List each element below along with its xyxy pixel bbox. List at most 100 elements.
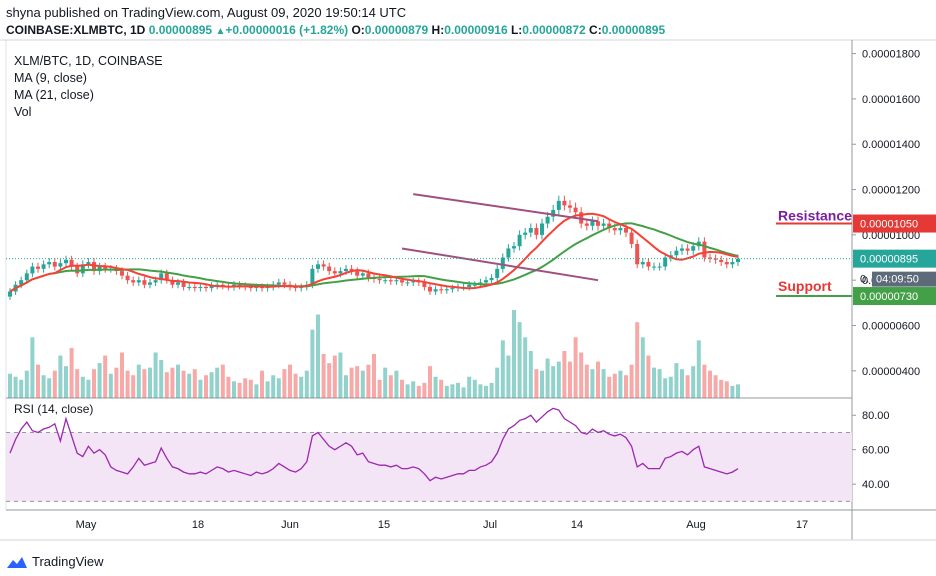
volume-bar (422, 382, 427, 398)
candle-body (176, 282, 180, 285)
volume-bar (388, 375, 393, 398)
volume-bar (573, 337, 578, 398)
volume-bar (584, 364, 589, 398)
last-price-tag-box (853, 249, 936, 268)
volume-bar (349, 367, 354, 398)
candle-body (338, 271, 343, 274)
high-value: 0.00000916 (444, 23, 508, 37)
volume-bar (657, 369, 662, 398)
price-tick-label: 0.00001800 (862, 49, 920, 61)
volume-bar (136, 364, 141, 398)
volume-bar (540, 370, 544, 398)
volume-bar (148, 367, 152, 398)
volume-bar (24, 370, 29, 398)
volume-bar (13, 376, 18, 398)
rsi-line (9, 407, 739, 482)
volume-bar (696, 340, 701, 398)
volume-bar (332, 355, 337, 398)
time-tick-label: May (76, 519, 97, 531)
volume-bar (640, 337, 645, 398)
candle-body (24, 273, 29, 281)
volume-bar (260, 370, 264, 398)
volume-bar (724, 381, 729, 398)
candle-body (321, 264, 326, 267)
volume-bar (439, 379, 444, 398)
candle-body (562, 200, 567, 206)
candle-body (204, 286, 208, 289)
candle-body (52, 262, 57, 267)
volume-bar (685, 375, 690, 398)
volume-bar (8, 373, 12, 398)
candle-body (444, 289, 449, 291)
time-tick-label: 17 (796, 519, 808, 531)
price-tick-label: 0.00000400 (862, 366, 920, 378)
volume-bar (713, 375, 718, 398)
up-triangle-icon: ▲ (215, 26, 226, 37)
volume-bar (472, 379, 477, 398)
volume-bar (534, 369, 539, 398)
volume-bar (153, 352, 158, 398)
candle-body (332, 271, 337, 274)
volume-bar (730, 385, 735, 398)
footer-brand[interactable]: TradingView (6, 554, 104, 569)
candle-body (80, 264, 85, 274)
volume-bar (461, 387, 466, 398)
volume-bar (489, 382, 494, 398)
volume-bar (215, 367, 220, 398)
candle-body (652, 266, 656, 268)
volume-bar (500, 340, 505, 398)
volume-bar (64, 366, 68, 398)
candle-body (472, 284, 477, 286)
candle-body (310, 268, 315, 285)
volume-bar (237, 382, 242, 398)
candle-body (260, 286, 264, 289)
volume-bar (288, 364, 292, 398)
volume-bar (394, 370, 399, 398)
volume-bar (624, 375, 628, 398)
ma21-line (9, 222, 739, 293)
time-tick-label: 18 (192, 519, 204, 531)
volume-bar (344, 375, 348, 398)
price-tick-label: 0.00001600 (862, 94, 920, 106)
time-tick-label: 14 (571, 519, 583, 531)
volume-bar (30, 337, 35, 398)
volume-bar (556, 361, 561, 398)
candle-body (30, 266, 35, 274)
volume-bar (512, 310, 516, 398)
volume-bar (97, 363, 102, 398)
candle-body (724, 262, 729, 265)
volume-bar (618, 370, 623, 398)
volume-bar (321, 354, 326, 398)
support-price-tag-text: 0.00000730 (860, 291, 918, 303)
volume-bar (293, 373, 298, 398)
open-value: 0.00000879 (364, 23, 429, 37)
candle-body (730, 262, 735, 265)
candle-body (528, 228, 533, 233)
rsi-tick-label: 60.00 (862, 445, 890, 457)
volume-bar (164, 372, 169, 398)
candle-body (467, 284, 472, 287)
candle-body (293, 286, 298, 289)
volume-bar (562, 350, 567, 398)
candle-body (64, 259, 68, 264)
volume-bar (69, 347, 74, 398)
volume-bar (433, 376, 438, 398)
candle-body (355, 271, 360, 276)
candle-body (736, 258, 740, 263)
ohlc-line: COINBASE:XLMBTC, 1D 0.00000895 ▲+0.00000… (6, 23, 665, 37)
rsi-legend: RSI (14, close) (14, 402, 94, 416)
candle-body (8, 291, 12, 297)
volume-bar (691, 366, 696, 398)
volume-bar (41, 375, 46, 398)
volume-bar (36, 364, 40, 398)
legend-pair: XLM/BTC, 1D, COINBASE (14, 54, 163, 68)
open-label: O: (351, 23, 365, 37)
time-tick-label: Jun (281, 519, 299, 531)
candle-body (556, 200, 561, 210)
volume-bar (478, 384, 483, 398)
time-tick-label: Aug (686, 519, 706, 531)
volume-bar (674, 363, 679, 398)
candle-body (36, 266, 40, 269)
candle-body (422, 282, 427, 287)
